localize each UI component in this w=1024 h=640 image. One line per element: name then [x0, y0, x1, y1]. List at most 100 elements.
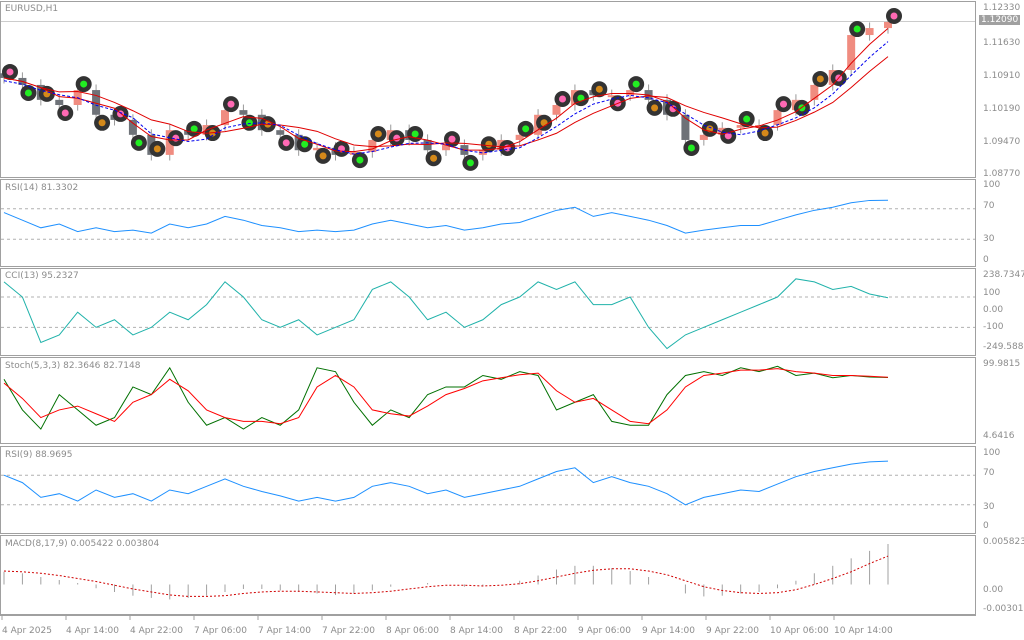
- candle-body: [736, 125, 745, 128]
- stoch-signal-line: [3, 368, 889, 425]
- signal-arrow-icon: [522, 125, 530, 133]
- rsi9-tick: 0: [983, 521, 989, 531]
- signal-arrow-icon: [853, 25, 861, 33]
- signal-arrow-icon: [282, 139, 290, 147]
- signal-arrow-icon: [816, 75, 824, 83]
- time-label: 8 Apr 22:00: [514, 626, 567, 636]
- signal-arrow-icon: [190, 125, 198, 133]
- time-label: 10 Apr 06:00: [770, 626, 829, 636]
- signal-arrow-icon: [466, 159, 474, 167]
- signal-arrow-icon: [559, 95, 566, 103]
- signal-arrow-icon: [890, 12, 898, 20]
- signal-arrow-icon: [6, 68, 14, 76]
- pane-frame: [0, 179, 976, 267]
- rsi9-tick: 30: [983, 502, 995, 512]
- pane-frame: [0, 1, 976, 178]
- pane-frame: [0, 357, 976, 444]
- signal-arrow-icon: [356, 156, 364, 164]
- signal-arrow-icon: [245, 119, 253, 127]
- candle-body: [699, 134, 708, 140]
- candle-body: [221, 110, 229, 126]
- candle-body: [681, 114, 690, 140]
- candle-body: [773, 110, 782, 126]
- candle-body: [128, 119, 137, 135]
- signal-arrow-icon: [153, 145, 161, 153]
- rsi14-tick: 70: [983, 201, 995, 211]
- signal-arrow-icon: [301, 140, 309, 148]
- pane-frame: [0, 446, 976, 534]
- cci-tick: 0.00: [983, 305, 1004, 315]
- candle-body: [92, 90, 101, 115]
- candle-body: [865, 28, 874, 36]
- candle-body: [349, 152, 358, 155]
- ma-fast-line: [3, 27, 889, 153]
- candle-body: [810, 84, 819, 100]
- time-label: 9 Apr 22:00: [706, 626, 759, 636]
- cci-tick: 238.7347: [983, 270, 1024, 280]
- cci-tick: 100: [983, 288, 1001, 298]
- macd-tick: 0.005823: [983, 537, 1024, 547]
- cci-tick: -100: [983, 322, 1004, 332]
- macd-tick: 0.00: [983, 585, 1004, 595]
- signal-arrow-icon: [61, 109, 69, 117]
- signal-arrow-icon: [743, 115, 751, 123]
- cci-tick: -249.5887: [983, 342, 1024, 352]
- stoch-tick: 4.6416: [983, 431, 1015, 441]
- signal-arrow-icon: [687, 144, 695, 152]
- candle-body: [55, 99, 64, 105]
- rsi14-tick: 100: [983, 180, 1001, 190]
- signal-arrow-icon: [227, 100, 235, 108]
- candle-body: [276, 130, 285, 135]
- time-label: 4 Apr 2025: [2, 626, 52, 636]
- signal-arrow-icon: [374, 130, 382, 138]
- signal-arrow-icon: [24, 89, 32, 97]
- price-tick: 1.10190: [983, 104, 1021, 114]
- stoch-main-line: [3, 365, 889, 430]
- signal-arrow-icon: [135, 139, 143, 147]
- time-label: 8 Apr 06:00: [386, 626, 439, 636]
- rsi14-title: RSI(14) 81.3302: [5, 183, 79, 193]
- rsi9-line: [3, 460, 889, 506]
- signal-arrow-icon: [540, 119, 548, 127]
- candle-body: [884, 21, 892, 29]
- signal-arrow-icon: [393, 134, 401, 142]
- time-label: 8 Apr 14:00: [450, 626, 503, 636]
- macd-tick: -0.003015: [983, 604, 1024, 614]
- cci-line: [3, 278, 889, 350]
- pane-frame: [0, 268, 976, 356]
- signal-arrow-icon: [411, 130, 419, 138]
- time-label: 9 Apr 14:00: [642, 626, 695, 636]
- signal-arrow-icon: [724, 132, 732, 140]
- time-label: 4 Apr 22:00: [130, 626, 183, 636]
- rsi9-tick: 100: [983, 448, 1001, 458]
- band-line: [3, 41, 889, 155]
- candle-body: [313, 147, 322, 151]
- signal-arrow-icon: [651, 104, 659, 112]
- time-label: 4 Apr 14:00: [66, 626, 119, 636]
- price-tick: 1.10910: [983, 71, 1021, 81]
- time-label: 7 Apr 14:00: [258, 626, 311, 636]
- candle-body: [239, 110, 248, 115]
- signal-arrow-icon: [595, 85, 603, 93]
- pane-frame: [0, 535, 976, 615]
- candle-body: [607, 95, 616, 98]
- time-label: 7 Apr 22:00: [322, 626, 375, 636]
- time-label: 7 Apr 06:00: [194, 626, 247, 636]
- signal-arrow-icon: [761, 129, 769, 137]
- signal-arrow-icon: [430, 154, 438, 162]
- signal-arrow-icon: [780, 100, 787, 108]
- candle-body: [552, 104, 561, 115]
- time-label: 10 Apr 14:00: [834, 626, 893, 636]
- rsi14-line: [3, 199, 889, 234]
- ma-slow-line: [3, 56, 889, 148]
- candle-body: [478, 150, 487, 155]
- candle-body: [515, 134, 524, 140]
- price-tick: 1.08770: [983, 169, 1021, 179]
- stoch-tick: 99.9815: [983, 359, 1021, 369]
- signal-arrow-icon: [80, 80, 88, 88]
- candle-body: [423, 139, 432, 151]
- current-price-label: 1.12090: [979, 15, 1021, 25]
- signal-arrow-icon: [632, 80, 640, 88]
- signal-arrow-icon: [319, 152, 327, 160]
